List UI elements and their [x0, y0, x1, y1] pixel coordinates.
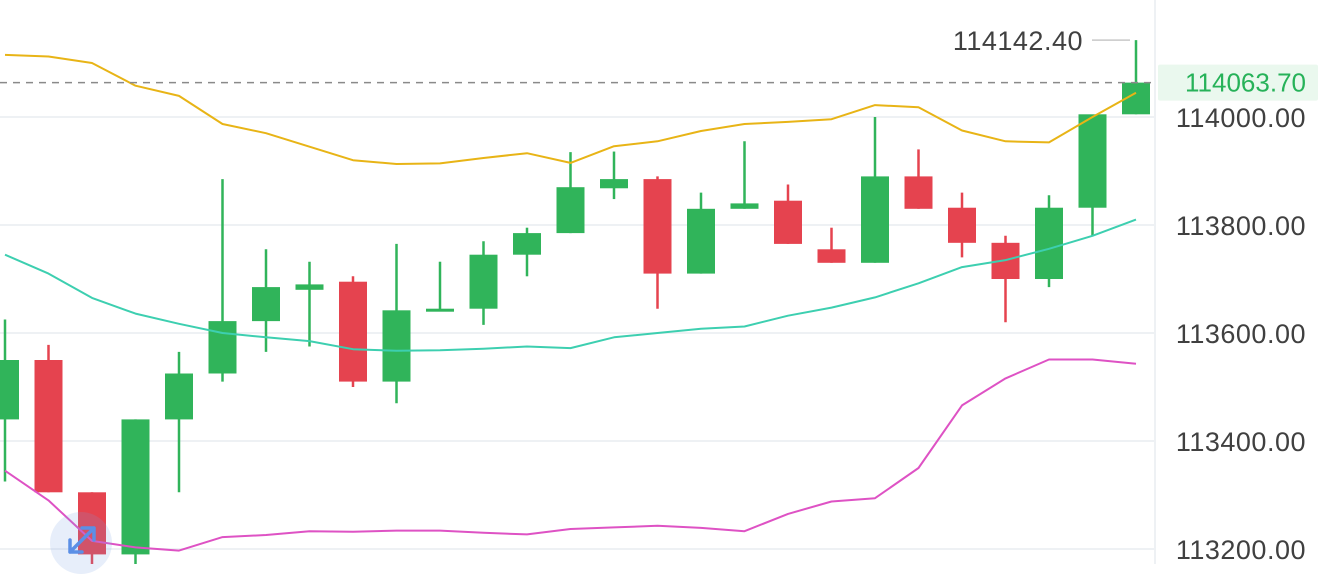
candle-body: [600, 179, 628, 189]
candle-body: [687, 208, 715, 274]
candle: [121, 419, 150, 564]
candle: [643, 176, 672, 309]
candle: [1122, 40, 1150, 115]
candle: [295, 261, 324, 347]
candle-body: [513, 233, 541, 255]
y-tick-label: 114000.00: [1176, 103, 1306, 133]
candle: [1078, 114, 1107, 236]
expand-arrows-icon: [68, 526, 96, 554]
candle: [730, 141, 759, 209]
candle-body: [295, 284, 324, 290]
candle-body: [165, 373, 193, 420]
candle-body: [426, 308, 454, 312]
candle: [469, 241, 498, 325]
bollinger-bands: [4, 53, 1137, 552]
high-marker: 114142.40: [953, 26, 1130, 56]
candle-body: [1035, 207, 1063, 279]
candle-body: [730, 203, 759, 209]
candle: [252, 249, 280, 352]
candle-body: [643, 179, 672, 274]
y-tick-label: 113400.00: [1176, 427, 1306, 457]
candle: [426, 261, 454, 312]
candle-body: [34, 360, 63, 493]
candle: [991, 235, 1020, 323]
candle-body: [861, 176, 889, 263]
candle: [339, 276, 367, 387]
last-price-tag-bg: [1158, 64, 1318, 101]
y-tick-label: 113200.00: [1176, 535, 1306, 564]
candle: [861, 117, 889, 263]
grid-lines: [0, 116, 1155, 550]
candle: [513, 227, 541, 277]
candle-body: [1078, 114, 1107, 208]
candle: [948, 192, 976, 258]
candle-body: [339, 281, 367, 382]
candle-body: [0, 360, 19, 420]
boll-mid-line: [4, 218, 1137, 352]
candle: [165, 351, 193, 493]
boll-upper-line: [4, 53, 1137, 165]
last-price-label: 114063.70: [1185, 68, 1306, 98]
y-tick-label: 113600.00: [1176, 319, 1306, 349]
candle-body: [556, 187, 585, 234]
price-axis: 114000.00 113800.00 113600.00 113400.00 1132…: [1176, 103, 1306, 564]
candle-body: [469, 254, 498, 309]
candle: [34, 344, 63, 493]
candle-body: [252, 287, 280, 322]
candle-body: [382, 310, 411, 382]
candle-body: [948, 207, 976, 243]
candle: [817, 227, 846, 263]
candle-body: [774, 200, 802, 244]
candle: [600, 151, 628, 200]
candle: [0, 319, 19, 482]
candle: [687, 192, 715, 274]
candle-body: [121, 419, 150, 555]
candle: [774, 184, 802, 244]
expand-chart-button[interactable]: [50, 512, 112, 574]
last-price-tag: 114063.70: [1158, 64, 1318, 101]
candle-body: [208, 321, 237, 374]
candle: [208, 179, 237, 382]
candle: [904, 149, 933, 209]
high-marker-label: 114142.40: [953, 26, 1083, 56]
candle-body: [817, 249, 846, 263]
candle: [1035, 195, 1063, 288]
candle-body: [78, 492, 106, 555]
boll-lower-line: [4, 358, 1137, 552]
candles: [0, 40, 1150, 564]
candle: [382, 243, 411, 404]
candle-body: [904, 176, 933, 209]
y-tick-label: 113800.00: [1176, 211, 1306, 241]
candle: [556, 152, 585, 234]
